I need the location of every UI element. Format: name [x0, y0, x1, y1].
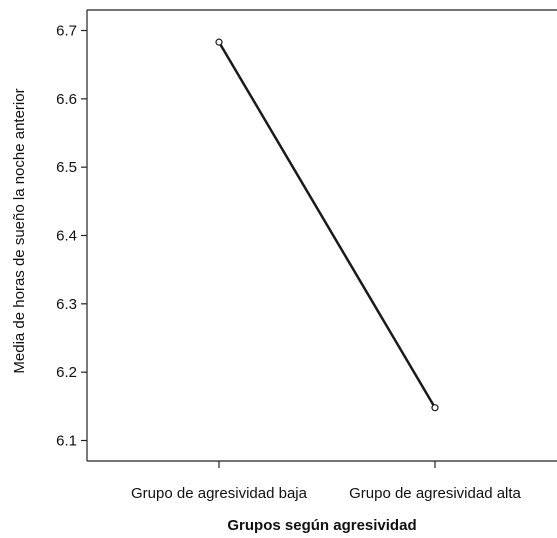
plot-frame	[86, 9, 557, 462]
y-tick-label: 6.5	[56, 159, 77, 176]
x-tick-label: Grupo de agresividad alta	[349, 485, 521, 502]
y-axis-title: Media de horas de sueño la noche anterio…	[11, 88, 28, 373]
y-tick-label: 6.3	[56, 296, 77, 313]
y-tick-label: 6.6	[56, 91, 77, 108]
series-layer	[215, 38, 439, 412]
y-tick-label: 6.7	[56, 23, 77, 40]
y-tick-label: 6.1	[56, 433, 77, 450]
data-point	[431, 404, 439, 412]
x-tick-label: Grupo de agresividad baja	[131, 485, 308, 502]
y-tick-label: 6.2	[56, 364, 77, 381]
y-axis: 6.1 6.2 6.3 6.4 6.5 6.6 6.7	[56, 23, 87, 450]
x-axis-title: Grupos según agresividad	[227, 517, 416, 534]
x-axis: Grupo de agresividad baja Grupo de agresi…	[131, 461, 522, 502]
series-line	[217, 41, 437, 409]
data-point	[215, 38, 223, 46]
y-tick-label: 6.4	[56, 228, 77, 245]
